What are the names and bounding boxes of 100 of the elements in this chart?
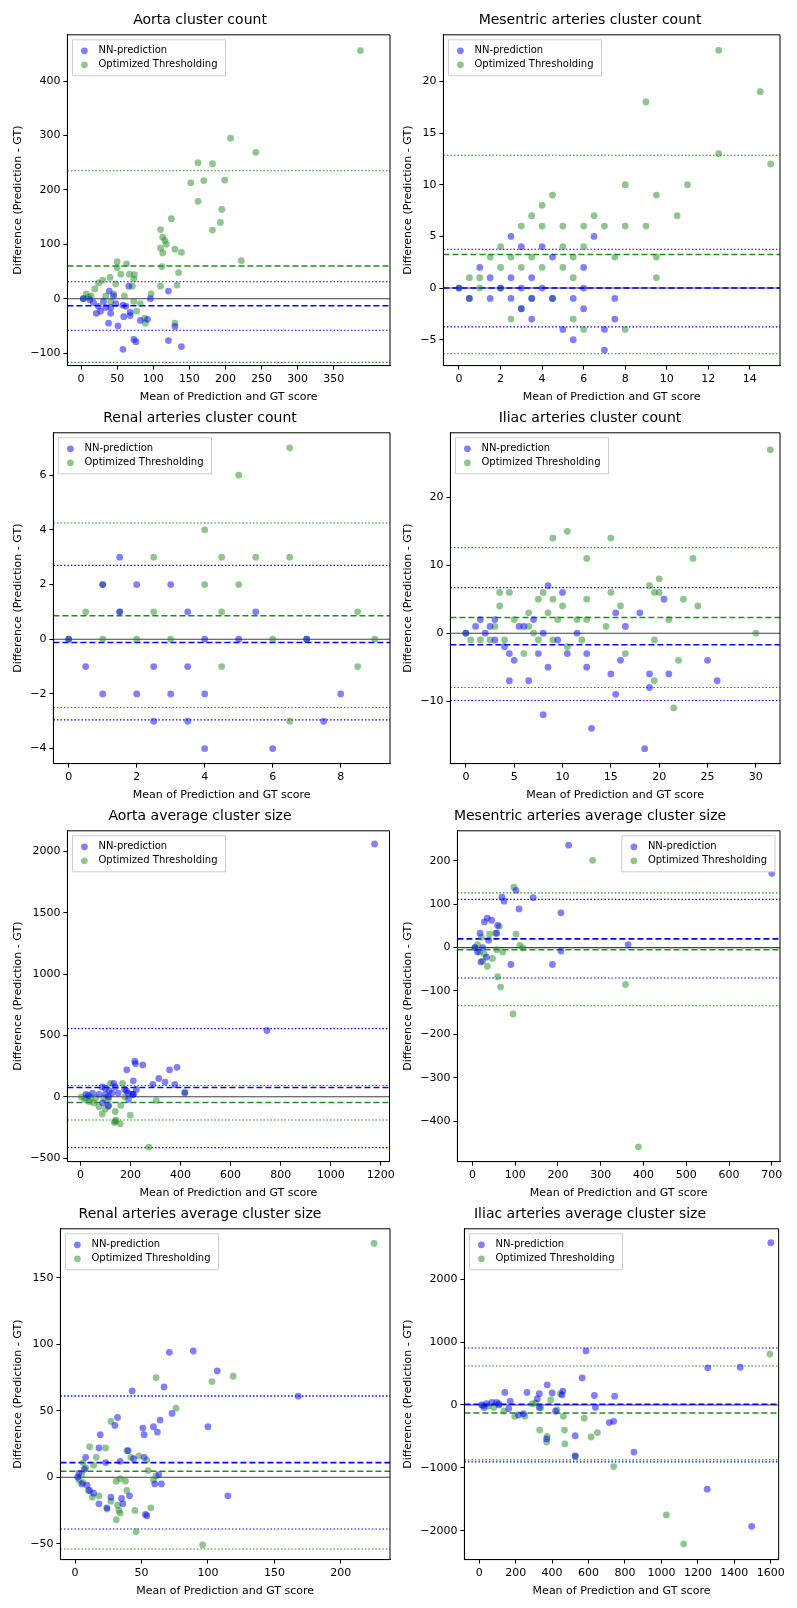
x-tick-label: 4 <box>201 770 209 784</box>
y-tick-label: 0 <box>450 1397 458 1411</box>
x-tick-label: 8 <box>621 372 629 386</box>
y-axis-title: Difference (Prediction - GT) <box>401 125 415 275</box>
y-tick-label: 0 <box>53 291 61 305</box>
x-tick-label: 800 <box>614 1566 636 1580</box>
y-tick-label: 300 <box>39 128 61 142</box>
x-tick-label: 400 <box>633 1168 655 1182</box>
x-tick-label: 0 <box>468 1168 476 1182</box>
y-tick-label: −100 <box>420 983 451 997</box>
x-tick-label: 14 <box>742 372 757 386</box>
chart-title: Renal arteries cluster count <box>103 409 298 426</box>
y-axis-title: Difference (Prediction - GT) <box>11 523 25 673</box>
x-tick-label: 600 <box>220 1168 242 1182</box>
y-tick-label: 150 <box>32 1270 54 1284</box>
x-tick-label: 200 <box>547 1168 569 1182</box>
x-tick-label: 2 <box>133 770 141 784</box>
x-tick-label: 400 <box>170 1168 192 1182</box>
legend-label: Optimized Thresholding <box>98 58 218 70</box>
x-axis-title: Mean of Prediction and GT score <box>526 788 705 802</box>
y-tick-label: 100 <box>39 237 61 251</box>
x-tick-label: 6 <box>269 770 277 784</box>
x-tick-label: 700 <box>761 1168 783 1182</box>
y-tick-label: 200 <box>39 182 61 196</box>
y-tick-label: 4 <box>39 522 47 536</box>
x-tick-label: 50 <box>110 372 125 386</box>
x-tick-label: 250 <box>251 372 273 386</box>
y-tick-label: 500 <box>39 1028 61 1042</box>
y-tick-label: 2000 <box>32 844 61 858</box>
x-tick-label: 6 <box>580 372 588 386</box>
x-tick-label: 150 <box>178 372 200 386</box>
legend-label: Optimized Thresholding <box>495 1252 615 1264</box>
y-tick-label: −300 <box>420 1070 451 1084</box>
x-tick-label: 20 <box>652 770 667 784</box>
x-tick-label: 100 <box>504 1168 526 1182</box>
x-tick-label: 1600 <box>756 1566 785 1580</box>
x-tick-label: 1000 <box>316 1168 345 1182</box>
y-tick-label: −2000 <box>420 1523 458 1537</box>
y-tick-label: 1000 <box>429 1334 458 1348</box>
legend-label: Optimized Thresholding <box>98 854 218 866</box>
y-tick-label: 400 <box>39 73 61 87</box>
x-tick-label: 0 <box>77 372 85 386</box>
x-tick-label: 25 <box>700 770 715 784</box>
y-axis-title: Difference (Prediction - GT) <box>401 921 415 1071</box>
y-tick-label: 100 <box>32 1337 54 1351</box>
x-tick-label: 1200 <box>366 1168 395 1182</box>
y-tick-label: 200 <box>429 853 451 867</box>
x-tick-label: 12 <box>701 372 716 386</box>
x-axis-title: Mean of Prediction and GT score <box>136 1584 315 1598</box>
y-tick-label: 0 <box>443 940 451 954</box>
legend-label: Optimized Thresholding <box>481 456 601 468</box>
legend-label: NN-prediction <box>84 442 154 454</box>
x-tick-label: 800 <box>270 1168 292 1182</box>
x-tick-label: 350 <box>323 372 345 386</box>
x-tick-label: 5 <box>510 770 518 784</box>
y-tick-label: −50 <box>30 1536 54 1550</box>
y-tick-label: 6 <box>39 468 47 482</box>
y-tick-label: 0 <box>429 280 437 294</box>
x-tick-label: 1400 <box>720 1566 749 1580</box>
x-tick-label: 4 <box>538 372 546 386</box>
chart-title: Aorta cluster count <box>133 11 268 28</box>
x-tick-label: 200 <box>119 1168 141 1182</box>
x-tick-label: 0 <box>475 1566 483 1580</box>
x-tick-label: 1200 <box>683 1566 712 1580</box>
x-tick-label: 10 <box>555 770 570 784</box>
legend-label: Optimized Thresholding <box>91 1252 211 1264</box>
y-tick-label: 2000 <box>429 1272 458 1286</box>
x-tick-label: 8 <box>337 770 345 784</box>
legend-label: NN-prediction <box>647 840 717 852</box>
legend-label: NN-prediction <box>481 442 551 454</box>
legend-label: NN-prediction <box>98 840 168 852</box>
legend-label: NN-prediction <box>474 44 544 56</box>
y-tick-label: 10 <box>429 558 444 572</box>
x-tick-label: 10 <box>659 372 674 386</box>
x-tick-label: 100 <box>197 1566 219 1580</box>
legend-label: NN-prediction <box>495 1238 565 1250</box>
x-tick-label: 600 <box>718 1168 740 1182</box>
chart-title: Mesentric arteries average cluster size <box>453 807 727 824</box>
y-axis-title: Difference (Prediction - GT) <box>401 1319 415 1469</box>
y-tick-label: −10 <box>420 693 444 707</box>
y-tick-label: 2 <box>39 577 47 591</box>
y-tick-label: 1500 <box>32 905 61 919</box>
y-tick-label: 0 <box>39 632 47 646</box>
x-tick-label: 2 <box>497 372 505 386</box>
y-tick-label: −1000 <box>420 1460 458 1474</box>
y-tick-label: 0 <box>436 626 444 640</box>
x-tick-label: 15 <box>603 770 618 784</box>
chart-title: Mesentric arteries cluster count <box>478 11 702 28</box>
x-tick-label: 0 <box>71 1566 79 1580</box>
y-tick-label: 100 <box>429 897 451 911</box>
y-axis-title: Difference (Prediction - GT) <box>11 1319 25 1469</box>
x-tick-label: 0 <box>462 770 470 784</box>
x-tick-label: 150 <box>263 1566 285 1580</box>
x-tick-label: 0 <box>65 770 73 784</box>
y-tick-label: −200 <box>420 1027 451 1041</box>
x-axis-title: Mean of Prediction and GT score <box>532 1584 711 1598</box>
y-tick-label: 10 <box>422 177 437 191</box>
x-tick-label: 200 <box>214 372 236 386</box>
x-axis-title: Mean of Prediction and GT score <box>529 1186 708 1200</box>
legend-label: NN-prediction <box>98 44 168 56</box>
